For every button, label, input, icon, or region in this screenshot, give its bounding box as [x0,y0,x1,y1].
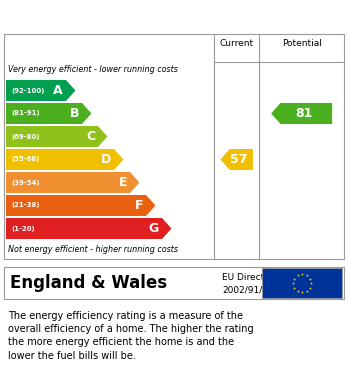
Bar [262,268,342,298]
Text: 2002/91/EC: 2002/91/EC [222,286,274,295]
Bar [4,267,344,299]
Text: England & Wales: England & Wales [10,274,167,292]
Text: (39-54): (39-54) [11,179,40,185]
Text: C: C [86,130,95,143]
Polygon shape [6,126,108,147]
Text: E: E [119,176,127,189]
Text: Not energy efficient - higher running costs: Not energy efficient - higher running co… [8,244,178,253]
Text: F: F [135,199,143,212]
Text: 81: 81 [295,107,312,120]
Polygon shape [220,149,253,170]
Polygon shape [6,80,76,101]
Text: 57: 57 [230,153,247,166]
Text: B: B [70,107,79,120]
Text: (69-80): (69-80) [11,133,40,140]
Text: (21-38): (21-38) [11,203,40,208]
Text: EU Directive: EU Directive [222,273,278,282]
Text: (81-91): (81-91) [11,111,40,117]
Text: A: A [53,84,63,97]
Polygon shape [6,149,124,170]
Polygon shape [271,103,332,124]
Text: G: G [149,222,159,235]
Text: The energy efficiency rating is a measure of the
overall efficiency of a home. T: The energy efficiency rating is a measur… [8,311,254,361]
Polygon shape [6,195,156,216]
Text: (1-20): (1-20) [11,226,34,231]
Polygon shape [6,172,140,193]
Text: Potential: Potential [282,39,322,48]
Text: (92-100): (92-100) [11,88,45,93]
Text: D: D [101,153,111,166]
Polygon shape [6,218,172,239]
Polygon shape [6,103,92,124]
Text: Current: Current [220,39,254,48]
Text: (55-68): (55-68) [11,156,39,163]
Text: Energy Efficiency Rating: Energy Efficiency Rating [73,7,275,23]
Text: Very energy efficient - lower running costs: Very energy efficient - lower running co… [8,66,178,75]
